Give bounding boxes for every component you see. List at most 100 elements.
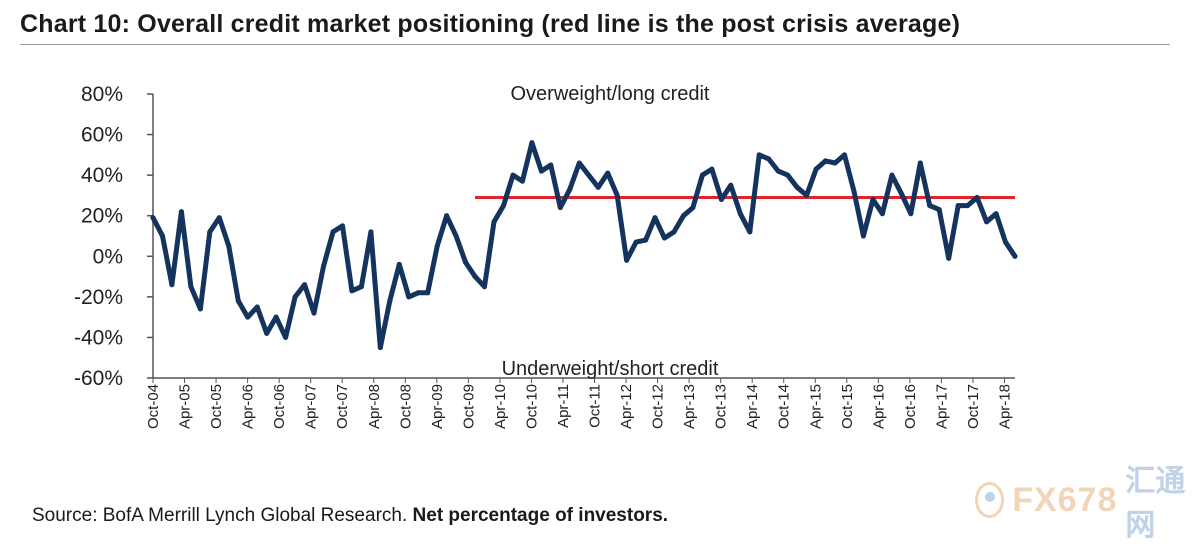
data-point bbox=[321, 263, 326, 269]
watermark-logo-icon bbox=[975, 482, 1005, 518]
x-tick-label: Apr-05 bbox=[177, 384, 194, 429]
data-point bbox=[178, 209, 184, 215]
data-point bbox=[188, 284, 194, 290]
data-point bbox=[766, 156, 772, 162]
x-tick-label: Oct-17 bbox=[965, 384, 982, 429]
x-tick-label: Apr-12 bbox=[618, 384, 635, 429]
x-tick-label: Apr-13 bbox=[681, 384, 698, 429]
data-point bbox=[472, 274, 478, 280]
x-tick-label: Apr-14 bbox=[744, 384, 761, 429]
data-point bbox=[671, 229, 677, 235]
data-point bbox=[955, 203, 961, 209]
data-point bbox=[254, 304, 260, 310]
data-point bbox=[804, 192, 810, 198]
data-point bbox=[889, 172, 895, 178]
data-point bbox=[699, 172, 705, 178]
source-note: Source: BofA Merrill Lynch Global Resear… bbox=[32, 505, 668, 527]
data-point bbox=[434, 243, 440, 249]
y-tick-label: -60% bbox=[74, 367, 123, 390]
data-point bbox=[264, 330, 270, 336]
data-point bbox=[302, 282, 308, 288]
x-tick-label: Apr-08 bbox=[366, 384, 383, 429]
data-point bbox=[538, 168, 544, 174]
x-tick-label: Apr-11 bbox=[555, 384, 572, 428]
data-point bbox=[273, 314, 279, 320]
data-point bbox=[775, 168, 781, 174]
data-point bbox=[860, 233, 866, 239]
title-divider bbox=[20, 44, 1170, 45]
source-bold-text: Net percentage of investors. bbox=[412, 505, 669, 526]
data-point bbox=[624, 257, 630, 263]
data-point bbox=[482, 284, 487, 290]
data-point bbox=[283, 334, 289, 340]
data-point bbox=[832, 160, 838, 166]
data-point bbox=[463, 259, 469, 265]
data-point bbox=[936, 207, 942, 213]
y-tick-label: 60% bbox=[81, 124, 123, 147]
data-point bbox=[643, 237, 649, 243]
y-tick-label: 40% bbox=[81, 164, 123, 187]
data-point bbox=[965, 203, 971, 209]
watermark-cn-text: 汇通网 bbox=[1125, 465, 1186, 542]
data-point bbox=[870, 197, 876, 202]
data-point bbox=[756, 152, 762, 158]
data-point bbox=[453, 233, 459, 239]
x-tick-label: Oct-05 bbox=[208, 384, 225, 429]
data-point bbox=[548, 162, 554, 168]
data-point bbox=[1012, 253, 1018, 259]
data-point bbox=[415, 290, 421, 296]
data-point bbox=[444, 213, 450, 219]
y-tick-label: -20% bbox=[74, 286, 123, 309]
data-point bbox=[813, 166, 819, 172]
x-tick-label: Apr-15 bbox=[807, 384, 824, 429]
x-tick-label: Apr-09 bbox=[429, 384, 446, 429]
data-point bbox=[690, 205, 696, 211]
x-tick-label: Oct-07 bbox=[334, 384, 351, 429]
annotation-overweight: Overweight/long credit bbox=[511, 83, 710, 105]
data-point bbox=[216, 215, 222, 221]
y-tick-label: -40% bbox=[74, 326, 123, 349]
x-tick-label: Oct-09 bbox=[460, 384, 477, 429]
x-tick-label: Apr-07 bbox=[303, 384, 320, 429]
x-tick-label: Apr-16 bbox=[870, 384, 887, 429]
data-point bbox=[908, 211, 914, 217]
data-point bbox=[150, 215, 156, 221]
data-point bbox=[197, 306, 203, 312]
data-point bbox=[898, 190, 904, 196]
data-point bbox=[927, 203, 933, 209]
data-point bbox=[652, 215, 658, 221]
data-point bbox=[425, 290, 431, 296]
data-point bbox=[207, 229, 213, 235]
x-tick-label: Oct-15 bbox=[839, 384, 856, 429]
data-point bbox=[785, 172, 791, 178]
data-point bbox=[709, 166, 715, 172]
data-point bbox=[842, 152, 847, 158]
x-tick-label: Oct-13 bbox=[713, 384, 730, 429]
data-point bbox=[226, 243, 232, 249]
x-tick-label: Oct-10 bbox=[523, 384, 540, 429]
annotation-underweight: Underweight/short credit bbox=[502, 358, 719, 380]
x-tick-label: Apr-17 bbox=[933, 384, 950, 429]
data-point bbox=[794, 184, 800, 190]
data-point bbox=[993, 211, 999, 217]
data-point bbox=[529, 140, 535, 146]
data-point bbox=[292, 294, 298, 300]
y-tick-label: 0% bbox=[93, 245, 123, 268]
watermark: FX678 汇通网 bbox=[975, 465, 1195, 542]
data-point bbox=[501, 203, 506, 209]
data-point bbox=[358, 284, 364, 290]
data-point bbox=[614, 192, 620, 198]
data-point bbox=[879, 211, 885, 217]
data-point bbox=[311, 310, 317, 316]
data-point bbox=[510, 172, 516, 178]
x-tick-label: Oct-14 bbox=[776, 384, 793, 429]
data-point bbox=[387, 298, 393, 304]
data-point bbox=[747, 229, 753, 235]
data-point bbox=[491, 219, 497, 225]
x-tick-label: Apr-18 bbox=[996, 384, 1013, 429]
data-point bbox=[823, 158, 828, 164]
data-point bbox=[235, 298, 241, 304]
data-point bbox=[349, 288, 355, 294]
watermark-text: FX678 bbox=[1012, 480, 1118, 519]
